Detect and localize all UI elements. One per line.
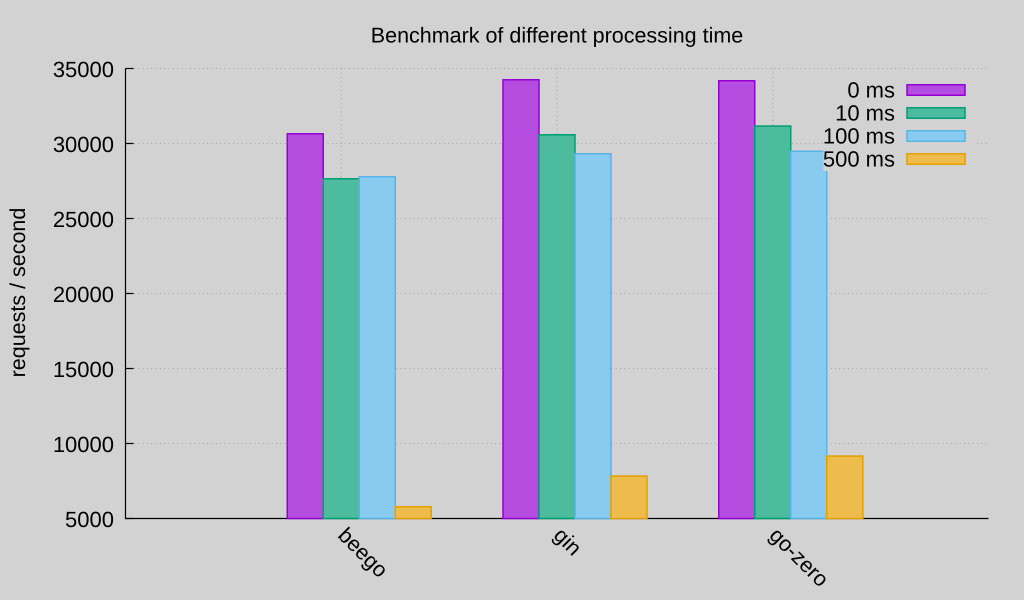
- svg-text:10000: 10000: [53, 432, 114, 457]
- svg-text:25000: 25000: [53, 207, 114, 232]
- svg-text:100 ms: 100 ms: [823, 124, 895, 149]
- svg-text:5000: 5000: [65, 507, 114, 532]
- svg-text:0 ms: 0 ms: [847, 78, 895, 103]
- svg-text:35000: 35000: [53, 57, 114, 82]
- svg-text:20000: 20000: [53, 282, 114, 307]
- svg-text:10 ms: 10 ms: [835, 101, 895, 126]
- svg-text:30000: 30000: [53, 132, 114, 157]
- svg-text:500 ms: 500 ms: [823, 147, 895, 172]
- svg-text:requests / second: requests / second: [6, 208, 30, 378]
- svg-text:15000: 15000: [53, 357, 114, 382]
- svg-text:Benchmark of different process: Benchmark of different processing time: [371, 24, 743, 48]
